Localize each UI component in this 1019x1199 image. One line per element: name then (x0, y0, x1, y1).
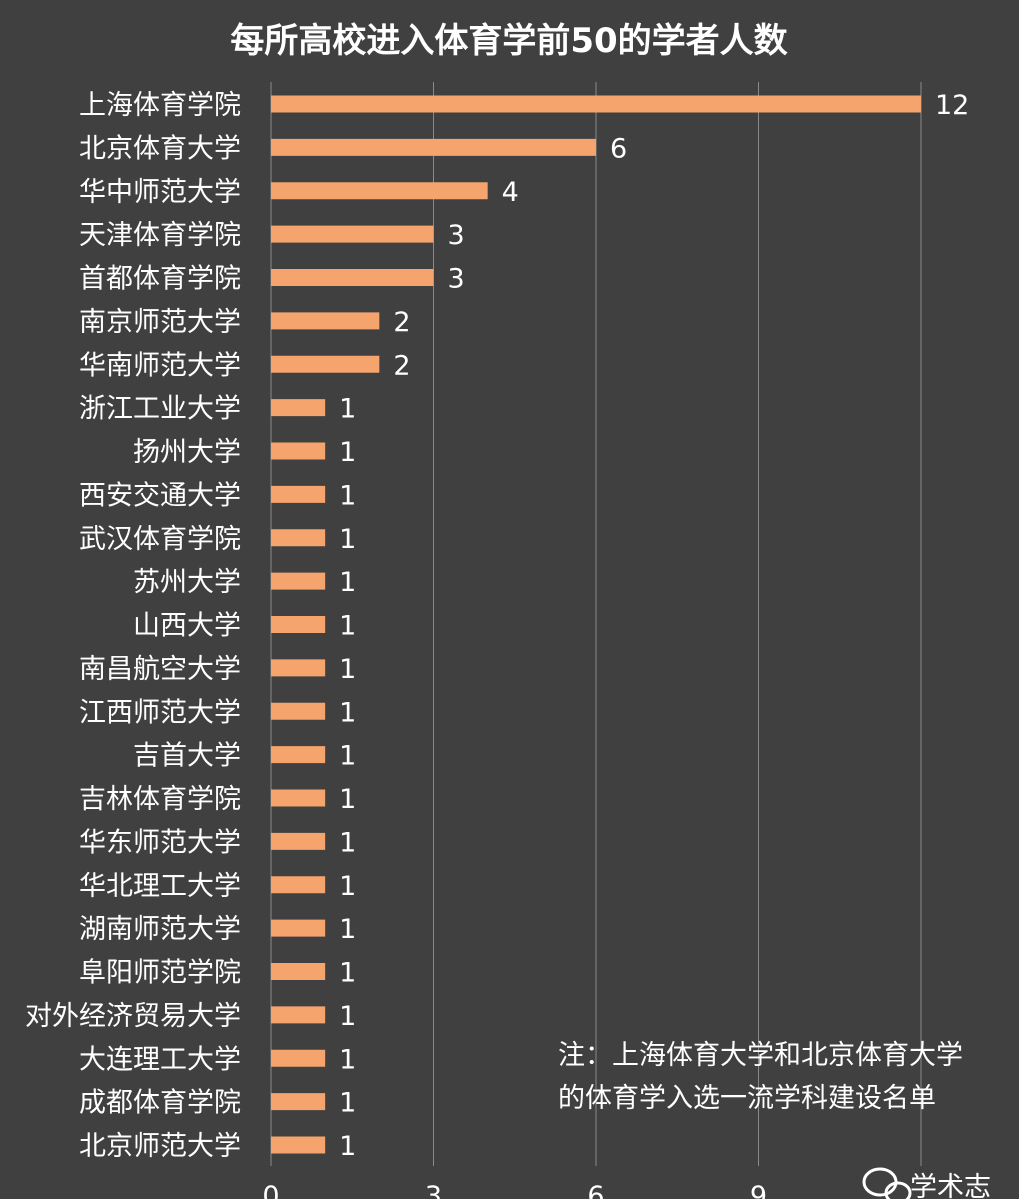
category-label: 吉首大学 (133, 741, 241, 772)
data-label: 1 (339, 394, 356, 425)
category-label: 江西师范大学 (79, 697, 241, 728)
category-label: 南京师范大学 (79, 307, 241, 338)
category-label: 华东师范大学 (79, 827, 241, 858)
category-label: 山西大学 (133, 611, 241, 642)
data-label: 1 (339, 914, 356, 945)
bar (271, 312, 380, 330)
category-label: 南昌航空大学 (79, 654, 241, 685)
x-tick-label: 3 (425, 1181, 442, 1199)
category-label: 扬州大学 (133, 437, 241, 468)
data-label: 4 (502, 177, 519, 208)
category-label: 首都体育学院 (79, 264, 241, 295)
bar (271, 876, 326, 894)
category-label: 北京体育大学 (79, 133, 241, 164)
category-label: 华南师范大学 (79, 350, 241, 381)
category-label: 成都体育学院 (79, 1088, 241, 1119)
data-label: 6 (610, 133, 627, 164)
bar (271, 95, 921, 113)
category-label: 苏州大学 (133, 567, 241, 598)
category-label: 华中师范大学 (79, 177, 241, 208)
data-label: 1 (339, 741, 356, 772)
bar (271, 442, 326, 460)
bar (271, 355, 380, 373)
bar (271, 1006, 326, 1024)
bar (271, 832, 326, 850)
data-label: 3 (448, 264, 465, 295)
category-labels: 上海体育学院北京体育大学华中师范大学天津体育学院首都体育学院南京师范大学华南师范… (25, 90, 241, 1162)
category-label: 西安交通大学 (79, 480, 241, 511)
data-label: 3 (448, 220, 465, 251)
bar (271, 399, 326, 417)
bar (271, 616, 326, 633)
annotation-line-1: 注：上海体育大学和北京体育大学 (558, 1040, 963, 1071)
data-label: 1 (339, 1001, 356, 1032)
annotation-line-2: 的体育学入选一流学科建设名单 (558, 1083, 936, 1114)
gridlines (270, 82, 922, 1166)
data-label: 1 (339, 1088, 356, 1119)
bar (271, 919, 326, 937)
data-label: 1 (339, 1044, 356, 1075)
x-tick-label: 0 (262, 1181, 279, 1199)
category-label: 对外经济贸易大学 (25, 1001, 241, 1032)
bar (271, 225, 434, 243)
data-label: 12 (935, 90, 969, 121)
data-label: 2 (393, 307, 410, 338)
bar (271, 182, 488, 200)
category-label: 华北理工大学 (79, 871, 241, 902)
category-label: 上海体育学院 (79, 90, 241, 121)
category-label: 天津体育学院 (79, 220, 241, 251)
category-label: 大连理工大学 (79, 1044, 241, 1075)
data-label: 1 (339, 697, 356, 728)
data-label: 1 (339, 611, 356, 642)
bar (271, 659, 326, 677)
watermark-text: 学术志 (910, 1172, 991, 1199)
bars (271, 95, 921, 1154)
category-label: 北京师范大学 (79, 1131, 241, 1162)
chart-title: 每所高校进入体育学前50的学者人数 (230, 21, 787, 61)
data-label: 1 (339, 784, 356, 815)
bar (271, 963, 326, 980)
bar (271, 702, 326, 720)
data-label: 1 (339, 524, 356, 555)
category-label: 吉林体育学院 (79, 784, 241, 815)
category-label: 湖南师范大学 (79, 914, 241, 945)
data-label: 1 (339, 480, 356, 511)
data-label: 2 (393, 350, 410, 381)
data-label: 1 (339, 827, 356, 858)
data-label: 1 (339, 958, 356, 989)
bar (271, 485, 326, 503)
data-labels: 12 6 4 3 3 2 2 1 1 1 1 1 1 1 1 1 1 1 1 1 1 1 1 1 1 (339, 90, 969, 1162)
bar (271, 746, 326, 764)
data-label: 1 (339, 871, 356, 902)
data-label: 1 (339, 437, 356, 468)
bar (271, 572, 326, 590)
bar (271, 1136, 326, 1154)
x-tick-label: 9 (750, 1181, 767, 1199)
bar (271, 1093, 326, 1111)
bar (271, 529, 326, 547)
x-axis-ticks: 0 3 6 9 (262, 1181, 767, 1199)
data-label: 1 (339, 1131, 356, 1162)
data-label: 1 (339, 567, 356, 598)
wechat-icon (862, 1167, 912, 1199)
x-tick-label: 6 (587, 1181, 604, 1199)
bar (271, 789, 326, 807)
bar (271, 269, 434, 286)
bar (271, 138, 596, 156)
bar (271, 1049, 326, 1067)
category-label: 浙江工业大学 (79, 394, 241, 425)
category-label: 阜阳师范学院 (79, 958, 241, 989)
data-label: 1 (339, 654, 356, 685)
category-label: 武汉体育学院 (79, 524, 241, 555)
